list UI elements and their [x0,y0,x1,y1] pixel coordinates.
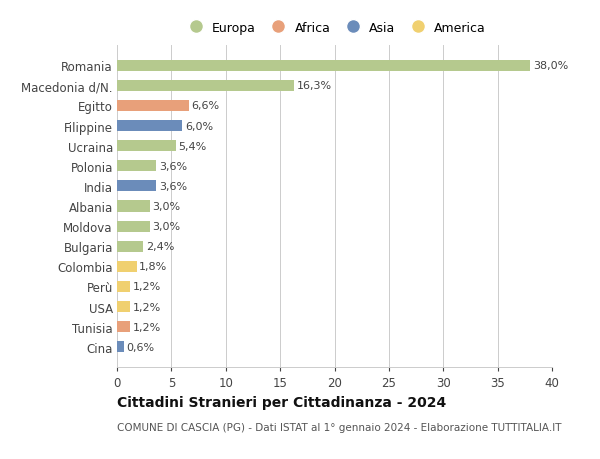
Text: 1,2%: 1,2% [133,282,161,292]
Bar [117,221,149,232]
Bar [117,302,130,313]
Text: 16,3%: 16,3% [297,81,332,91]
Bar [117,321,130,332]
Text: 3,6%: 3,6% [159,181,187,191]
Bar [117,81,294,92]
Bar [117,201,149,212]
Legend: Europa, Africa, Asia, America: Europa, Africa, Asia, America [178,17,491,40]
Bar [117,341,124,353]
Bar [117,281,130,292]
Bar [117,61,530,72]
Text: 6,0%: 6,0% [185,121,213,131]
Bar [117,261,137,272]
Text: COMUNE DI CASCIA (PG) - Dati ISTAT al 1° gennaio 2024 - Elaborazione TUTTITALIA.: COMUNE DI CASCIA (PG) - Dati ISTAT al 1°… [117,422,562,432]
Bar [117,101,189,112]
Text: 6,6%: 6,6% [191,101,220,111]
Text: Cittadini Stranieri per Cittadinanza - 2024: Cittadini Stranieri per Cittadinanza - 2… [117,395,446,409]
Bar [117,181,156,192]
Bar [117,121,182,132]
Bar [117,161,156,172]
Text: 1,2%: 1,2% [133,322,161,332]
Bar [117,141,176,152]
Text: 38,0%: 38,0% [533,61,568,71]
Text: 1,2%: 1,2% [133,302,161,312]
Text: 3,6%: 3,6% [159,162,187,171]
Text: 1,8%: 1,8% [139,262,167,272]
Text: 0,6%: 0,6% [126,342,154,352]
Text: 3,0%: 3,0% [152,222,181,232]
Bar [117,241,143,252]
Text: 2,4%: 2,4% [146,242,174,252]
Text: 5,4%: 5,4% [178,141,206,151]
Text: 3,0%: 3,0% [152,202,181,212]
